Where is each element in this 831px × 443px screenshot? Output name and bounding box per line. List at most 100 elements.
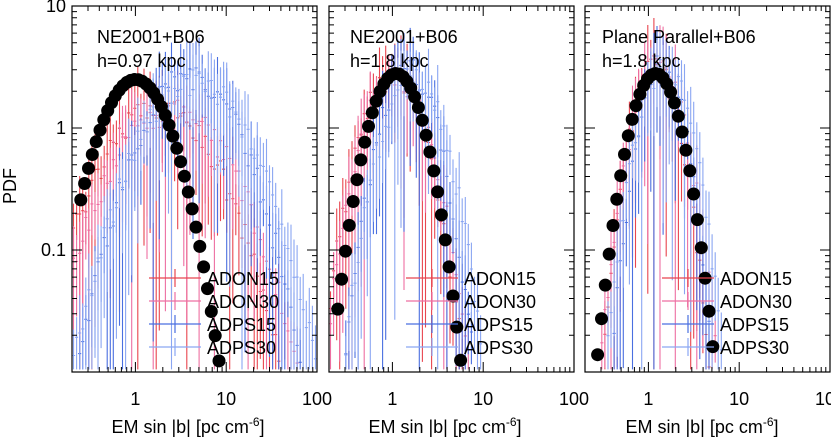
x-tick-label: 10 [216, 389, 236, 409]
panel-ticks: 1 10 100 [584, 5, 831, 409]
data-point [450, 320, 464, 334]
legend-item-adon15: ADON15 [406, 269, 536, 289]
data-point [621, 129, 635, 143]
data-point [667, 96, 681, 110]
series-line-adps30 [72, 40, 317, 370]
data-point [85, 148, 99, 161]
x-axis-title-tail: ] [260, 417, 265, 437]
data-point [82, 161, 95, 175]
legend-label: ADPS30 [207, 338, 276, 358]
legend-label: ADPS15 [464, 315, 533, 335]
legend: ADON15 ADON30 ADPS15 ADPS30 [406, 269, 536, 358]
x-tick-label: 100 [559, 389, 589, 409]
plot-frame [584, 5, 831, 373]
panel-ticks: 1 10 100 0.1 1 10 [41, 0, 332, 409]
x-tick-label: 1 [643, 389, 653, 409]
data-point [598, 278, 612, 292]
data-point [331, 302, 345, 316]
data-point [687, 187, 701, 201]
panel-title: NE2001+B06 [97, 27, 205, 47]
data-point [204, 305, 218, 318]
x-tick-label: 1 [387, 389, 397, 409]
data-point [702, 304, 716, 318]
data-point [362, 119, 375, 133]
data-point [342, 218, 356, 232]
panel-subtitle: h=1.8 kpc [350, 51, 429, 71]
x-tick-label: 1 [130, 389, 140, 409]
data-point [408, 90, 422, 104]
panel-subtitle: h=0.97 kpc [97, 51, 186, 71]
data-point [419, 128, 433, 142]
data-point [664, 85, 678, 99]
panel-ne2001-h18: 1 10 100 NE2001+B06 h=1.8 kpc ADON15 ADON30… [328, 5, 589, 437]
data-point [89, 135, 103, 149]
panel-marks [591, 18, 723, 370]
x-axis-title-main: EM sin |b| [pc cm [368, 417, 505, 437]
data-point [354, 153, 368, 167]
data-point [208, 329, 222, 343]
panel-title: NE2001+B06 [350, 27, 458, 47]
legend-item-adps30: ADPS30 [662, 338, 789, 358]
data-point [350, 173, 364, 187]
data-point [201, 282, 214, 296]
data-point [174, 155, 188, 169]
observed-points [331, 67, 468, 367]
data-point [602, 247, 616, 261]
data-point [189, 220, 203, 234]
x-tick-label: 100 [815, 389, 831, 409]
series-line-adon30 [329, 48, 470, 370]
x-axis-title-main: EM sin |b| [pc cm [625, 417, 762, 437]
data-point [614, 169, 628, 183]
data-point [346, 195, 360, 208]
data-point [671, 109, 685, 123]
data-point [454, 353, 468, 367]
data-point [78, 177, 92, 190]
legend: ADON15 ADON30 ADPS15 ADPS30 [662, 269, 792, 358]
legend-item-adps30: ADPS30 [149, 338, 276, 358]
data-point [166, 129, 180, 143]
legend-item-adon30: ADON30 [406, 292, 536, 312]
data-point [446, 289, 460, 303]
data-point [618, 147, 631, 161]
axis-ticks [71, 5, 318, 373]
legend-item-adps30: ADPS30 [406, 338, 533, 358]
x-axis-title-main: EM sin |b| [pc cm [111, 417, 248, 437]
x-axis-title: EM sin |b| [pc cm-6] [625, 415, 778, 437]
data-point [442, 260, 456, 274]
legend-item-adon15: ADON15 [149, 269, 279, 289]
legend-label: ADON15 [464, 269, 536, 289]
y-tick-label: 0.1 [41, 240, 66, 260]
legend-item-adps15: ADPS15 [406, 315, 533, 335]
x-axis-title: EM sin |b| [pc cm-6] [111, 415, 264, 437]
legend-label: ADPS30 [720, 338, 789, 358]
data-point [358, 135, 372, 149]
observed-points [74, 73, 226, 368]
x-tick-label: 10 [729, 389, 749, 409]
observed-points [591, 67, 720, 362]
x-axis-title: EM sin |b| [pc cm-6] [368, 415, 521, 437]
data-point [595, 312, 608, 326]
legend-item-adon30: ADON30 [662, 292, 792, 312]
panel-ne2001-h097: 1 10 100 0.1 1 10 NE2001+B06 h=0.97 kpc ADON1… [41, 0, 332, 437]
data-point [610, 192, 624, 206]
data-point [427, 164, 441, 178]
panel-subtitle: h=1.8 kpc [602, 51, 681, 71]
legend-item-adps15: ADPS15 [662, 315, 789, 335]
panel-marks [72, 37, 317, 370]
data-point [197, 260, 211, 274]
legend-label: ADON15 [207, 269, 279, 289]
panel-title: Plane Parallel+B06 [602, 27, 756, 47]
legend-label: ADPS30 [464, 338, 533, 358]
x-axis-title-sup: -6 [506, 415, 517, 429]
plot-frame [71, 5, 318, 373]
x-axis-title-tail: ] [774, 417, 779, 437]
legend-label: ADPS15 [720, 315, 789, 335]
data-point [170, 141, 184, 155]
data-point [193, 239, 207, 253]
series-adps30 [72, 40, 317, 370]
panel-ticks: 1 10 100 [328, 5, 589, 409]
legend-label: ADON30 [464, 292, 536, 312]
x-axis-title-tail: ] [517, 417, 522, 437]
data-point [212, 354, 226, 368]
